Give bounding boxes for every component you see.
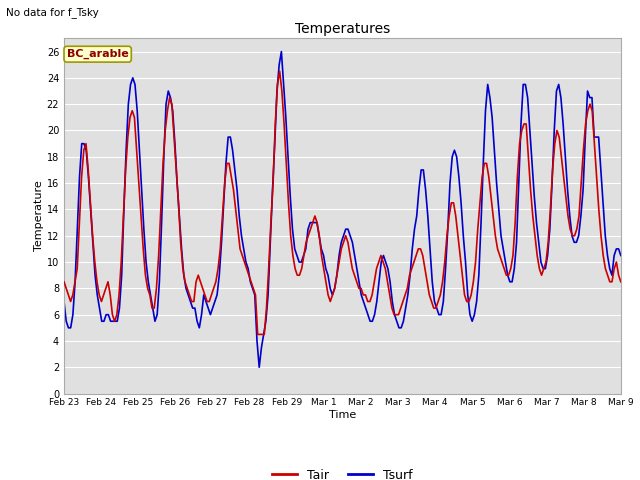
- Title: Temperatures: Temperatures: [295, 22, 390, 36]
- Legend: Tair, Tsurf: Tair, Tsurf: [268, 464, 417, 480]
- Text: No data for f_Tsky: No data for f_Tsky: [6, 7, 99, 18]
- Text: BC_arable: BC_arable: [67, 49, 129, 60]
- Y-axis label: Temperature: Temperature: [34, 180, 44, 252]
- X-axis label: Time: Time: [329, 410, 356, 420]
